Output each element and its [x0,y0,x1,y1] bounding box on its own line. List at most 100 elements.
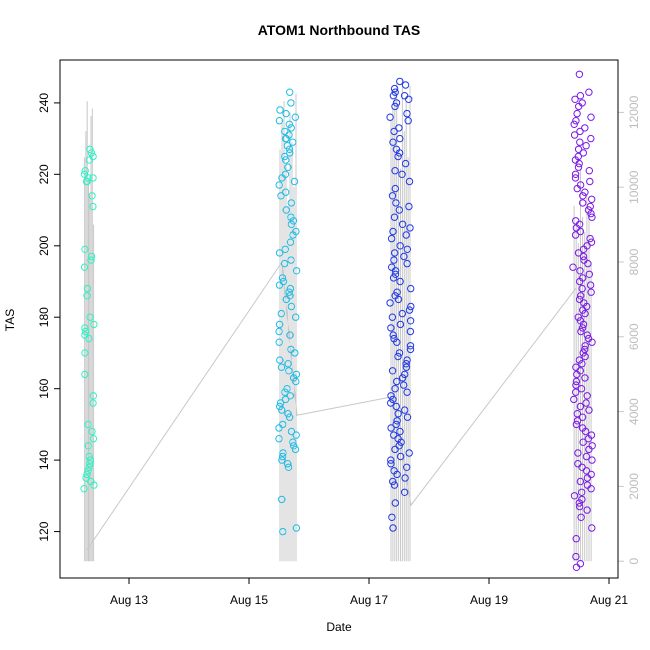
data-point [278,456,286,464]
data-point [573,184,581,193]
data-point [89,174,97,182]
data-point [391,167,399,175]
data-point [405,449,413,457]
data-point [401,406,409,414]
data-point [282,206,290,214]
data-point [405,202,413,211]
data-point [278,174,286,182]
data-point [578,324,587,332]
data-point [393,338,401,346]
data-point [398,170,406,179]
data-point [574,460,582,468]
data-point [394,352,402,361]
data-point [391,88,399,96]
data-point [572,420,581,429]
y2-tick-label: 10000 [627,170,641,204]
data-point [403,356,411,364]
data-point [391,445,399,454]
data-point [87,252,96,261]
data-point [403,259,411,268]
data-point [388,192,397,200]
data-point [291,113,299,121]
data-point [81,324,89,332]
data-point [585,406,593,414]
data-point [581,345,589,354]
data-point [84,174,92,182]
data-point [579,252,588,261]
data-point [584,435,593,443]
data-point [579,320,588,329]
data-point [402,360,410,368]
x-tick-label: Aug 15 [230,593,268,607]
data-point [389,274,398,282]
data-point [402,363,411,371]
data-point [292,431,300,439]
data-point [391,184,399,193]
data-point [576,92,585,100]
data-point [289,438,297,446]
data-point [390,431,398,439]
data-point [284,460,292,468]
data-point [400,381,408,389]
data-point [572,363,580,371]
y2-tick-label: 8000 [627,248,641,275]
data-point [577,385,586,393]
data-point [89,435,98,443]
data-point [90,320,98,329]
data-point [579,245,588,254]
data-point [284,463,293,471]
data-point [574,249,583,257]
data-point [395,149,404,157]
data-point [393,417,401,425]
data-point [275,281,284,289]
secondary-series-line [86,260,577,551]
data-point [404,117,412,125]
data-point [285,288,293,296]
y2-tick-label: 2000 [627,473,641,500]
data-point [278,452,287,461]
data-point [278,495,286,504]
data-point [396,242,404,250]
data-point [579,199,587,207]
data-point [579,192,587,200]
data-point [284,163,292,171]
data-point [586,234,594,243]
data-point [396,427,404,436]
data-point [275,117,284,125]
data-point [570,120,578,129]
data-point [391,499,399,507]
data-point [400,488,409,496]
data-point [401,81,410,89]
data-point [573,410,581,418]
data-point [578,463,586,471]
data-point [406,224,414,232]
data-point [572,535,580,543]
data-point [388,513,396,521]
data-point [403,463,411,471]
data-point [586,202,594,211]
data-point [574,163,583,171]
data-point [576,227,585,236]
data-point [275,327,283,336]
data-point [282,188,290,196]
data-point [390,84,399,93]
data-point [573,417,582,425]
data-point [389,524,397,532]
data-point [572,563,581,571]
data-point [389,138,397,146]
data-point [81,349,89,357]
data-point [287,220,296,229]
data-point [387,424,395,432]
data-point [396,277,404,286]
data-point [285,145,294,154]
data-point [582,467,591,475]
data-point [574,145,583,154]
data-point [588,195,596,204]
data-point [576,502,584,511]
data-point [83,177,91,186]
data-point [401,159,410,168]
data-point [577,513,585,521]
data-point [81,245,89,254]
data-point [89,399,97,407]
data-point [573,109,581,118]
